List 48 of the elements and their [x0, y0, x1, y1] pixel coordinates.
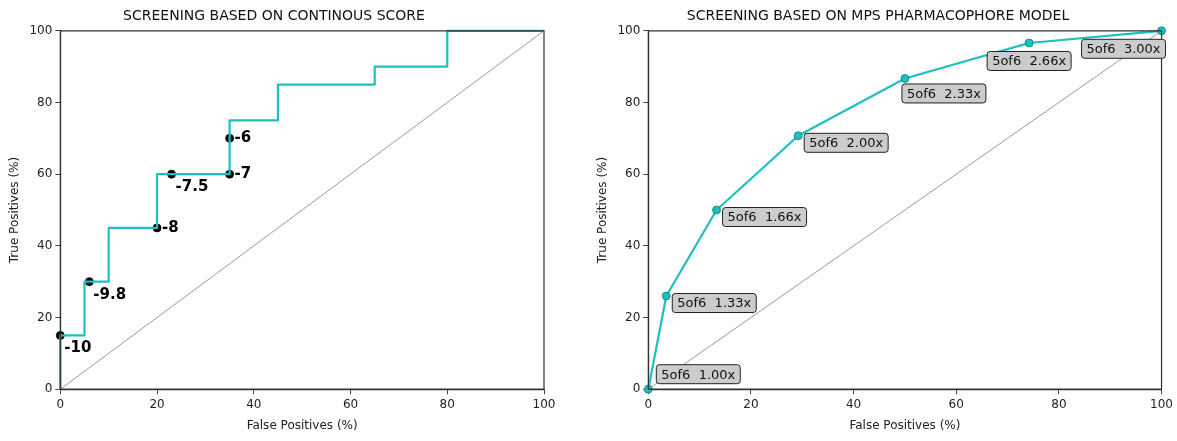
annotation: 5of6 1.66x — [727, 209, 802, 225]
y-tick-label: 20 — [37, 309, 53, 324]
chart-title: SCREENING BASED ON MPS PHARMACOPHORE MODEL — [686, 7, 1070, 24]
annotation: -6 — [234, 128, 252, 147]
y-tick-label: 0 — [632, 381, 641, 396]
annotation: 5of6 2.00x — [809, 135, 884, 151]
y-tick-label: 0 — [44, 381, 53, 396]
x-tick-label: 40 — [246, 396, 262, 411]
point — [1024, 38, 1034, 48]
annotation: 5of6 3.00x — [1086, 41, 1161, 57]
y-tick-label: 60 — [37, 166, 53, 181]
y-tick-label: 40 — [37, 237, 53, 252]
annotation: -7.5 — [175, 177, 209, 196]
annotation: -10 — [64, 338, 92, 357]
x-tick-label: 100 — [532, 396, 556, 411]
y-tick-label: 100 — [617, 22, 641, 37]
point — [661, 291, 671, 301]
x-tick-label: 60 — [948, 396, 964, 411]
x-axis-title: False Positives (%) — [849, 417, 961, 432]
x-tick-label: 80 — [439, 396, 455, 411]
annotation: 5of6 1.00x — [661, 366, 736, 382]
x-axis-title: False Positives (%) — [246, 417, 358, 432]
y-tick-label: 80 — [37, 94, 53, 109]
annotation: 5of6 2.33x — [906, 85, 982, 101]
y-tick-label: 60 — [625, 166, 641, 181]
annotation: 5of6 2.66x — [992, 53, 1067, 69]
point — [900, 74, 910, 83]
x-tick-label: 80 — [1051, 396, 1067, 411]
x-tick-label: 0 — [644, 396, 653, 411]
annotation: -7 — [234, 164, 252, 183]
y-tick-label: 20 — [625, 309, 641, 324]
x-tick-label: 20 — [743, 396, 759, 411]
annotation: 5of6 1.33x — [677, 295, 752, 311]
y-axis-title: True Positives (%) — [595, 156, 610, 265]
annotation: -8 — [162, 217, 179, 236]
x-tick-label: 100 — [1150, 396, 1173, 411]
x-tick-label: 60 — [342, 396, 359, 411]
point — [793, 131, 803, 141]
annotation: -9.8 — [93, 284, 127, 303]
y-tick-label: 40 — [625, 237, 641, 252]
y-axis-title: True Positives (%) — [7, 156, 22, 265]
x-tick-label: 0 — [56, 396, 65, 411]
x-tick-label: 40 — [845, 396, 862, 411]
point — [712, 205, 721, 215]
y-tick-label: 100 — [29, 22, 53, 37]
x-tick-label: 20 — [149, 396, 165, 411]
y-tick-label: 80 — [625, 94, 641, 109]
chart-title: SCREENING BASED ON CONTINOUS SCORE — [123, 7, 425, 24]
